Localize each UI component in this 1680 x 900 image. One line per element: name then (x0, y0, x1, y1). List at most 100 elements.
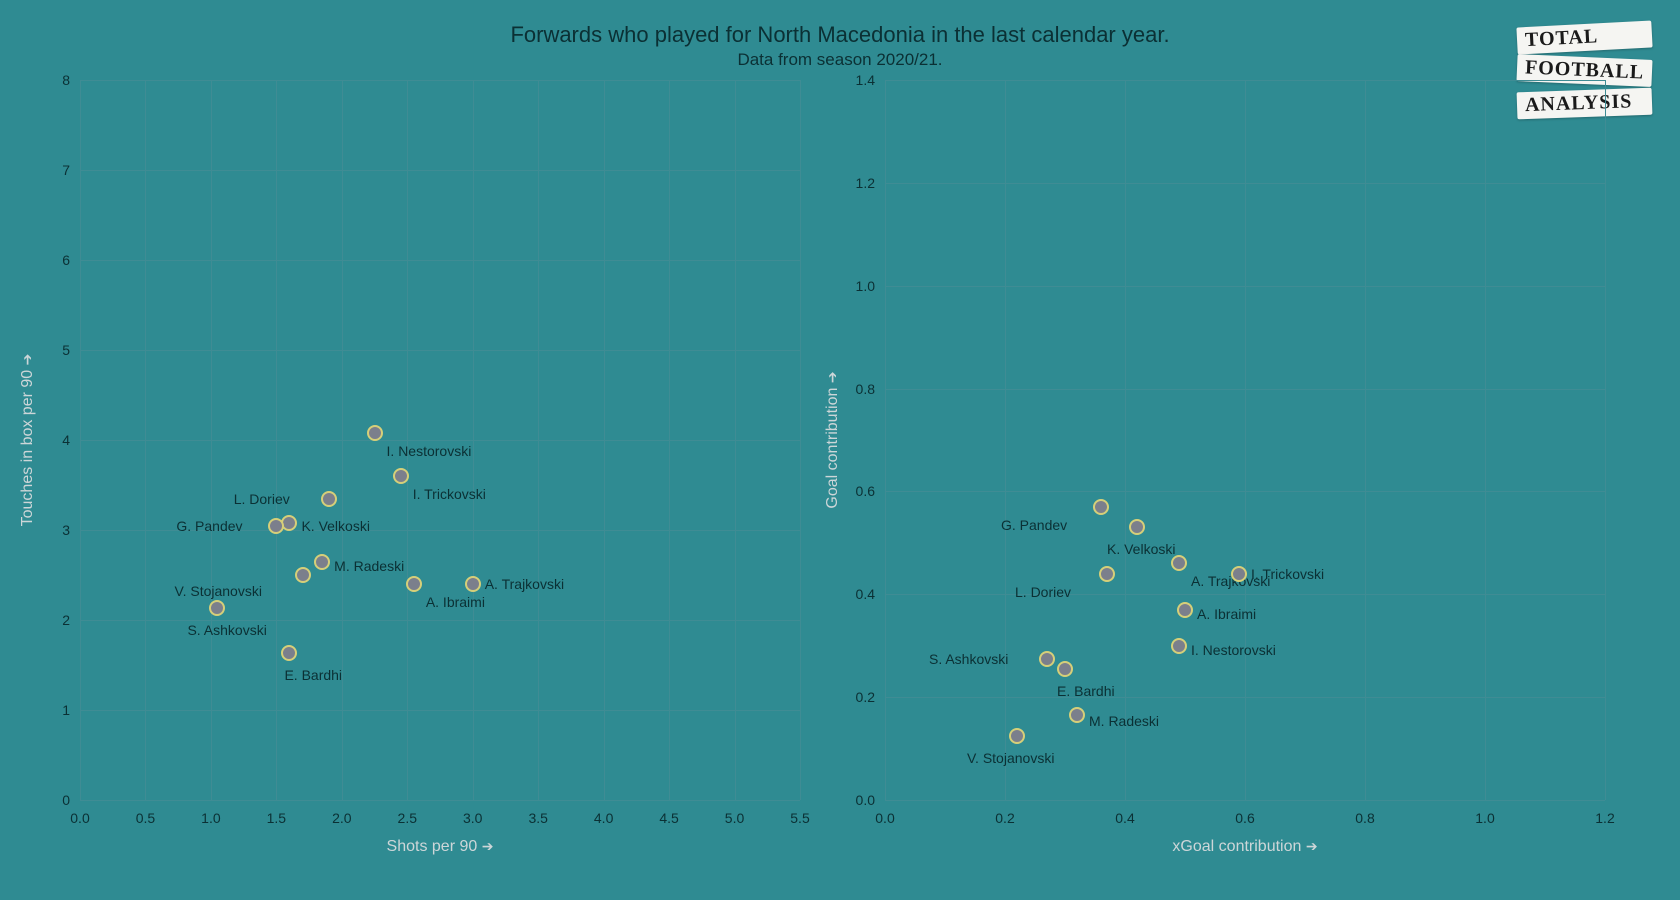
grid-line-horizontal (885, 183, 1605, 184)
data-point (1069, 707, 1085, 723)
x-tick-label: 3.0 (463, 810, 482, 826)
data-point (1171, 638, 1187, 654)
y-tick-label: 3 (62, 522, 70, 538)
x-axis-title: xGoal contribution ➔ (1172, 838, 1317, 856)
right-scatter-plot: 0.00.20.40.60.81.01.20.00.20.40.60.81.01… (885, 80, 1605, 800)
data-point-label: L. Doriev (234, 491, 290, 507)
grid-line-horizontal (80, 440, 800, 441)
data-point (281, 645, 297, 661)
data-point (209, 600, 225, 616)
data-point (321, 491, 337, 507)
data-point (1231, 566, 1247, 582)
grid-line-horizontal (80, 350, 800, 351)
grid-line-horizontal (885, 389, 1605, 390)
x-tick-label: 4.5 (659, 810, 678, 826)
data-point-label: S. Ashkovski (929, 651, 1008, 667)
grid-line-vertical (1125, 80, 1126, 800)
y-tick-label: 2 (62, 612, 70, 628)
y-tick-label: 1 (62, 702, 70, 718)
data-point (1099, 566, 1115, 582)
data-point-label: E. Bardhi (284, 667, 342, 683)
grid-line-vertical (1605, 80, 1606, 800)
data-point-label: A. Ibraimi (1197, 606, 1256, 622)
data-point-label: K. Velkoski (1107, 541, 1175, 557)
y-tick-label: 1.0 (856, 278, 875, 294)
data-point (1009, 728, 1025, 744)
x-tick-label: 1.5 (267, 810, 286, 826)
x-tick-label: 4.0 (594, 810, 613, 826)
left-scatter-plot: 0.00.51.01.52.02.53.03.54.04.55.05.50123… (80, 80, 800, 800)
grid-line-horizontal (885, 697, 1605, 698)
x-tick-label: 2.5 (398, 810, 417, 826)
data-point-label: S. Ashkovski (187, 622, 266, 638)
y-tick-label: 8 (62, 72, 70, 88)
data-point (314, 554, 330, 570)
grid-line-horizontal (80, 170, 800, 171)
x-tick-label: 0.4 (1115, 810, 1134, 826)
x-tick-label: 2.0 (332, 810, 351, 826)
y-tick-label: 0.0 (856, 792, 875, 808)
data-point (295, 567, 311, 583)
y-tick-label: 7 (62, 162, 70, 178)
data-point-label: A. Ibraimi (426, 594, 485, 610)
y-axis-title: Goal contribution ➔ (824, 371, 842, 508)
grid-line-horizontal (80, 620, 800, 621)
grid-line-horizontal (885, 286, 1605, 287)
x-tick-label: 5.0 (725, 810, 744, 826)
x-tick-label: 1.2 (1595, 810, 1614, 826)
data-point (1039, 651, 1055, 667)
grid-line-horizontal (885, 491, 1605, 492)
grid-line-horizontal (80, 80, 800, 81)
data-point-label: V. Stojanovski (175, 583, 262, 599)
data-point (406, 576, 422, 592)
grid-line-vertical (1005, 80, 1006, 800)
data-point-label: L. Doriev (1015, 584, 1071, 600)
x-tick-label: 1.0 (201, 810, 220, 826)
x-tick-label: 0.0 (875, 810, 894, 826)
data-point-label: M. Radeski (1089, 713, 1159, 729)
y-axis-title: Touches in box per 90 ➔ (19, 354, 37, 527)
data-point (1171, 555, 1187, 571)
y-tick-label: 0.4 (856, 586, 875, 602)
x-tick-label: 0.8 (1355, 810, 1374, 826)
chart-subtitle: Data from season 2020/21. (0, 50, 1680, 70)
grid-line-vertical (1365, 80, 1366, 800)
data-point-label: A. Trajkovski (485, 576, 564, 592)
grid-line-horizontal (80, 260, 800, 261)
grid-line-horizontal (885, 80, 1605, 81)
grid-line-vertical (1245, 80, 1246, 800)
grid-line-horizontal (885, 594, 1605, 595)
logo-word: TOTAL (1516, 20, 1652, 54)
data-point-label: I. Trickovski (1251, 566, 1324, 582)
grid-line-horizontal (80, 710, 800, 711)
y-tick-label: 1.4 (856, 72, 875, 88)
data-point-label: K. Velkoski (301, 518, 369, 534)
data-point-label: G. Pandev (1001, 517, 1067, 533)
grid-line-horizontal (885, 800, 1605, 801)
data-point (268, 518, 284, 534)
x-tick-label: 1.0 (1475, 810, 1494, 826)
data-point (1177, 602, 1193, 618)
y-tick-label: 6 (62, 252, 70, 268)
grid-line-horizontal (80, 800, 800, 801)
data-point (1129, 519, 1145, 535)
y-tick-label: 4 (62, 432, 70, 448)
data-point-label: E. Bardhi (1057, 683, 1115, 699)
y-tick-label: 0 (62, 792, 70, 808)
x-tick-label: 5.5 (790, 810, 809, 826)
data-point (465, 576, 481, 592)
chart-canvas: Forwards who played for North Macedonia … (0, 0, 1680, 900)
grid-line-vertical (885, 80, 886, 800)
data-point-label: I. Trickovski (413, 486, 486, 502)
data-point (393, 468, 409, 484)
x-tick-label: 0.6 (1235, 810, 1254, 826)
data-point-label: G. Pandev (176, 518, 242, 534)
x-tick-label: 0.0 (70, 810, 89, 826)
x-tick-label: 3.5 (528, 810, 547, 826)
chart-title: Forwards who played for North Macedonia … (0, 22, 1680, 48)
grid-line-vertical (800, 80, 801, 800)
x-axis-title: Shots per 90 ➔ (387, 838, 494, 856)
y-tick-label: 0.2 (856, 689, 875, 705)
data-point (1057, 661, 1073, 677)
data-point-label: V. Stojanovski (967, 750, 1054, 766)
